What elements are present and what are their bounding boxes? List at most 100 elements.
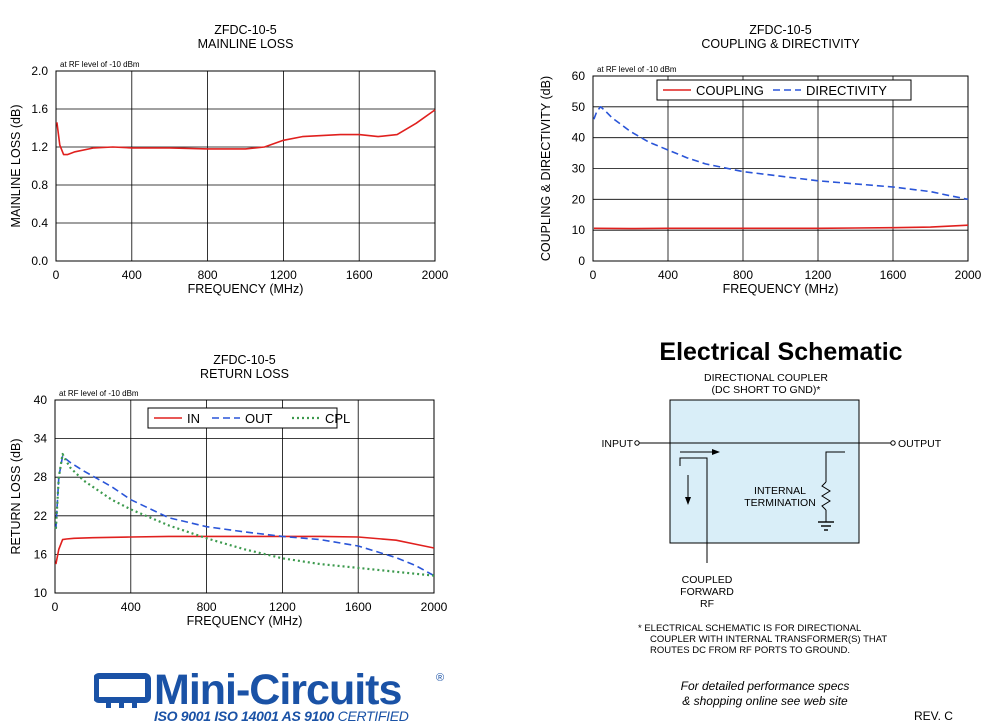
termination-label-2: TERMINATION: [744, 497, 816, 509]
schematic-title: Electrical Schematic: [659, 338, 903, 366]
x-tick-label: 400: [658, 268, 678, 282]
plot-area: [55, 70, 436, 262]
forward-arrow-head: [712, 449, 720, 455]
coupling-directivity-svg: 0 10 20 30 40 50 60 0 400 800 1200 1600 2000 ZFDC-10-…: [539, 23, 982, 296]
input-port-icon: [634, 440, 640, 446]
x-tick-label: 1600: [880, 268, 907, 282]
coupled-line: [679, 457, 708, 563]
x-tick-label: 1200: [805, 268, 832, 282]
termination-label-1: INTERNAL: [754, 485, 806, 497]
series-line-in: [55, 535, 435, 565]
plot-area: [54, 399, 435, 594]
series-line-0: [56, 109, 436, 156]
x-tick-label: 2000: [422, 268, 449, 282]
x-tick-label: 800: [733, 268, 753, 282]
x-tick-label: 1600: [345, 600, 372, 614]
chart-subtitle: COUPLING & DIRECTIVITY: [701, 37, 860, 51]
y-tick-label: 34: [34, 432, 48, 446]
logo-registered-mark: ®: [436, 672, 445, 684]
y-axis-label: COUPLING & DIRECTIVITY (dB): [539, 76, 553, 261]
y-tick-label: 1.6: [31, 102, 48, 116]
x-axis-label: FREQUENCY (MHz): [188, 282, 304, 296]
legend-box: [147, 407, 338, 429]
y-tick-label: 0: [578, 254, 585, 268]
series-line-out: [55, 455, 435, 577]
coupled-arrow-head: [685, 497, 691, 505]
mainline-loss-svg: 0.0 0.4 0.8 1.2 1.6 2.0 0 400 800 1200 1600 2000 ZFD…: [9, 23, 449, 296]
series-line-cpl: [54, 452, 435, 577]
x-tick-label: 1600: [346, 268, 373, 282]
footnote-line-3: ROUTES DC FROM RF PORTS TO GROUND.: [650, 645, 850, 656]
output-label: OUTPUT: [898, 438, 942, 450]
y-axis-label: MAINLINE LOSS (dB): [9, 105, 23, 228]
coupled-label-3: RF: [700, 598, 714, 610]
coupled-label-2: FORWARD: [680, 586, 734, 598]
chart-note: at RF level of -10 dBm: [60, 60, 140, 69]
chart-subtitle: MAINLINE LOSS: [198, 37, 294, 51]
y-tick-label: 0.4: [31, 216, 48, 230]
series-line-coupling: [593, 224, 969, 230]
y-tick-label: 60: [572, 69, 586, 83]
y-tick-label: 2.0: [31, 64, 48, 78]
certification-line: ISO 9001 ISO 14001 AS 9100 CERTIFIED: [154, 708, 409, 724]
logo-mark-icon: [94, 673, 151, 708]
x-tick-label: 400: [121, 600, 141, 614]
chart-title: ZFDC-10-5: [214, 23, 277, 37]
series-line-directivity: [593, 106, 969, 201]
footnote-line-2: COUPLER WITH INTERNAL TRANSFORMER(S) THA…: [650, 634, 887, 645]
legend-label-directivity: DIRECTIVITY: [806, 83, 887, 98]
x-tick-label: 0: [590, 268, 597, 282]
chart-title: ZFDC-10-5: [213, 353, 276, 367]
x-tick-label: 800: [198, 268, 218, 282]
certification-iso: ISO 9001 ISO 14001 AS 9100: [154, 708, 335, 724]
y-axis-label: RETURN LOSS (dB): [9, 439, 23, 555]
x-tick-label: 1200: [270, 268, 297, 282]
return-loss-chart: 10 16 22 28 34 40 0 400 800 1200 1600 2000 ZFDC-10-5…: [0, 330, 480, 655]
y-tick-label: 10: [572, 223, 586, 237]
y-tick-label: 28: [34, 470, 48, 484]
certification-suffix: CERTIFIED: [334, 708, 409, 724]
legend-label-coupling: COUPLING: [696, 83, 764, 98]
footer-note-line1: For detailed performance specs: [680, 679, 850, 693]
coupler-box: [669, 399, 860, 544]
output-port-icon: [890, 440, 896, 446]
coupled-label-1: COUPLED: [682, 574, 733, 586]
y-tick-label: 0.0: [31, 254, 48, 268]
schematic-heading-line1: DIRECTIONAL COUPLER: [704, 372, 828, 384]
y-tick-label: 1.2: [31, 140, 48, 154]
x-tick-label: 1200: [269, 600, 296, 614]
footer-note: For detailed performance specs & shoppin…: [650, 679, 880, 709]
y-tick-label: 10: [34, 586, 48, 600]
y-tick-label: 16: [34, 547, 48, 561]
legend-label-out: OUT: [245, 411, 273, 426]
input-label: INPUT: [602, 438, 634, 450]
chart-subtitle: RETURN LOSS: [200, 367, 289, 381]
resistor-icon: [821, 481, 831, 511]
y-tick-label: 50: [572, 100, 586, 114]
x-tick-label: 800: [197, 600, 217, 614]
y-tick-label: 0.8: [31, 178, 48, 192]
y-tick-label: 22: [34, 509, 48, 523]
x-tick-label: 2000: [955, 268, 982, 282]
x-tick-label: 0: [53, 268, 60, 282]
termination-wire: [825, 451, 845, 482]
chart-note: at RF level of -10 dBm: [597, 65, 677, 74]
coupling-directivity-chart: 0 10 20 30 40 50 60 0 400 800 1200 1600 2000 ZFDC-10-…: [520, 0, 993, 325]
mini-circuits-logo: Mini-Circuits ® ISO 9001 ISO 14001 AS 91…: [94, 666, 454, 724]
y-tick-label: 20: [572, 192, 586, 206]
chart-note: at RF level of -10 dBm: [59, 389, 139, 398]
schematic-heading-line2: (DC SHORT TO GND)*: [712, 384, 821, 396]
x-tick-label: 0: [52, 600, 59, 614]
logo-wordmark: Mini-Circuits: [154, 666, 402, 714]
x-tick-label: 400: [122, 268, 142, 282]
legend-label-in: IN: [187, 411, 200, 426]
y-tick-label: 40: [34, 393, 48, 407]
revision-label: REV. C: [914, 709, 953, 723]
chart-title: ZFDC-10-5: [749, 23, 812, 37]
x-axis-label: FREQUENCY (MHz): [187, 614, 303, 628]
legend-label-cpl: CPL: [325, 411, 350, 426]
mainline-loss-chart: 0.0 0.4 0.8 1.2 1.6 2.0 0 400 800 1200 1600 2000 ZFD…: [0, 0, 480, 325]
x-axis-label: FREQUENCY (MHz): [723, 282, 839, 296]
x-tick-label: 2000: [421, 600, 448, 614]
